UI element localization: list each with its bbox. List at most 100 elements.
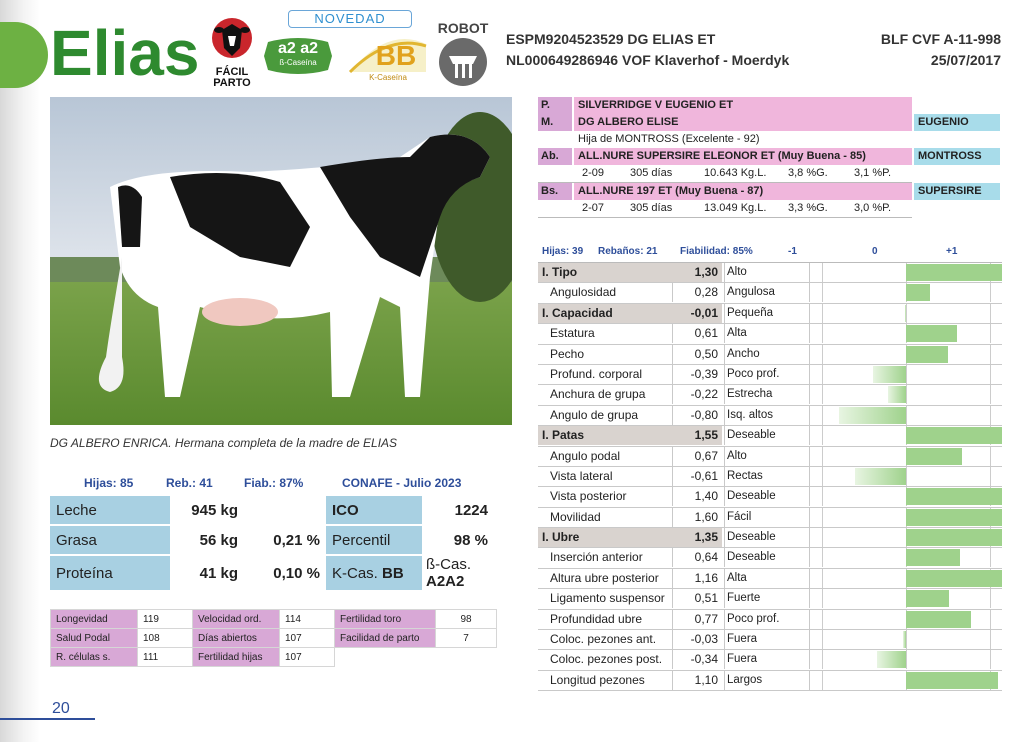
trait-name: Pecho bbox=[550, 346, 585, 361]
column-separator bbox=[724, 609, 725, 629]
rec-milk: 10.643 Kg.L. bbox=[704, 167, 767, 179]
column-separator bbox=[672, 589, 673, 609]
column-separator bbox=[809, 609, 810, 629]
a2a2-text: a2 a2 bbox=[277, 40, 319, 57]
grid-line bbox=[990, 405, 991, 425]
grid-line bbox=[906, 405, 907, 425]
trait-row: Angulo podal 0,67 Alto bbox=[538, 446, 1002, 467]
column-separator bbox=[724, 630, 725, 650]
trait-name: Anchura de grupa bbox=[550, 387, 646, 402]
column-separator bbox=[809, 426, 810, 446]
prod-pct bbox=[244, 496, 326, 526]
column-separator bbox=[672, 405, 673, 425]
registration-line-2: NL000649286946 VOF Klaverhof - Moerdyk bbox=[506, 52, 790, 68]
grid-line bbox=[990, 548, 991, 568]
bb-k-caseina-logo: BB K-Caseína bbox=[346, 32, 430, 84]
trait-name: Coloc. pezones ant. bbox=[550, 632, 657, 647]
parto-label: PARTO bbox=[213, 77, 251, 89]
trait-description: Fuera bbox=[727, 653, 758, 666]
column-separator bbox=[809, 650, 810, 670]
k-cas-label: K-Cas. bbox=[332, 564, 378, 582]
extra-label: R. células s. bbox=[50, 647, 138, 667]
column-separator bbox=[724, 650, 725, 670]
column-separator bbox=[724, 528, 725, 548]
trait-bar bbox=[887, 386, 906, 404]
pedigree-dam-row: M. DG ALBERO ELISE EUGENIO bbox=[538, 114, 1002, 131]
trait-bar-cell bbox=[810, 528, 1002, 548]
column-separator bbox=[672, 364, 673, 384]
ped-granddam: ALL.NURE SUPERSIRE ELEONOR ET (Muy Buena… bbox=[574, 148, 912, 165]
conafe-fiab: Fiab.: 87% bbox=[244, 476, 304, 490]
grid-line bbox=[822, 568, 823, 588]
trait-description: Deseable bbox=[727, 531, 776, 544]
trait-name: I. Ubre bbox=[538, 528, 672, 548]
column-separator bbox=[724, 364, 725, 384]
trait-row: Profundidad ubre 0,77 Poco prof. bbox=[538, 609, 1002, 631]
trait-row: I. Capacidad -0,01 Pequeña bbox=[538, 303, 1002, 325]
trait-value: -0,22 bbox=[690, 387, 718, 402]
extra-value: 119 bbox=[137, 609, 193, 629]
trait-value: 1,60 bbox=[694, 509, 718, 524]
facil-parto-logo: FÁCIL PARTO bbox=[206, 14, 258, 89]
grid-line bbox=[822, 446, 823, 466]
trait-bar bbox=[903, 631, 906, 649]
trait-bar-cell bbox=[810, 364, 1002, 384]
trait-name: Ligamento suspensor bbox=[550, 591, 665, 606]
a2a2-badge-shape bbox=[264, 38, 332, 74]
trait-bar bbox=[906, 427, 1002, 445]
ped-label: P. bbox=[538, 97, 572, 114]
trait-bar bbox=[905, 304, 907, 322]
trait-row: Inserción anterior 0,64 Deseable bbox=[538, 548, 1002, 569]
grid-line bbox=[822, 283, 823, 303]
bull-name-title: Elias bbox=[50, 17, 200, 89]
robot-logo: ROBOT bbox=[434, 20, 492, 93]
column-separator bbox=[809, 630, 810, 650]
trait-name: Inserción anterior bbox=[550, 550, 643, 565]
rec-age: 2-07 bbox=[582, 202, 605, 214]
ped-sire: SILVERRIDGE V EUGENIO ET bbox=[574, 97, 912, 114]
trait-name: Angulo podal bbox=[550, 448, 621, 463]
trait-description: Rectas bbox=[727, 469, 763, 482]
trait-description: Fuera bbox=[727, 633, 758, 646]
conafe-source: CONAFE - Julio 2023 bbox=[342, 476, 462, 490]
trait-row: Altura ubre posterior 1,16 Alta bbox=[538, 568, 1002, 590]
trait-row: Ligamento suspensor 0,51 Fuerte bbox=[538, 589, 1002, 610]
trait-value: 0,51 bbox=[694, 591, 718, 606]
trait-bar-cell bbox=[810, 426, 1002, 446]
column-separator bbox=[672, 548, 673, 568]
trait-description: Poco prof. bbox=[727, 612, 780, 625]
column-separator bbox=[809, 263, 810, 282]
trait-description: Largos bbox=[727, 673, 763, 686]
trait-name: Vista lateral bbox=[550, 468, 613, 483]
trait-bar bbox=[906, 508, 1002, 526]
pedigree-block: P. SILVERRIDGE V EUGENIO ET M. DG ALBERO… bbox=[538, 97, 1002, 218]
production-row-grasa: Grasa 56 kg 0,21 % Percentil 98 % bbox=[50, 525, 514, 556]
ped-ggdam: ALL.NURE 197 ET (Muy Buena - 87) bbox=[574, 183, 912, 200]
trait-value: -0,80 bbox=[690, 407, 718, 422]
beta-caseina-text: ß-Caseína bbox=[279, 58, 317, 67]
trait-description: Pequeña bbox=[727, 306, 774, 319]
column-separator bbox=[672, 507, 673, 527]
grid-line bbox=[906, 650, 907, 670]
cow-photo bbox=[50, 97, 512, 425]
trait-name: Coloc. pezones post. bbox=[550, 652, 663, 667]
column-separator bbox=[724, 446, 725, 466]
trait-bar bbox=[906, 325, 958, 343]
robot-milking-icon bbox=[439, 38, 487, 86]
trait-row: Vista lateral -0,61 Rectas bbox=[538, 466, 1002, 488]
pedigree-granddam-row: Ab. ALL.NURE SUPERSIRE ELEONOR ET (Muy B… bbox=[538, 148, 1002, 165]
column-separator bbox=[809, 324, 810, 344]
trait-name: Angulosidad bbox=[550, 285, 617, 300]
trait-value: -0,03 bbox=[690, 632, 718, 647]
trait-bar-cell bbox=[810, 487, 1002, 507]
column-separator bbox=[809, 344, 810, 364]
grid-line bbox=[990, 303, 991, 323]
trait-bar bbox=[906, 345, 948, 363]
trait-name: Movilidad bbox=[550, 509, 601, 524]
trait-name: I. Patas bbox=[538, 426, 672, 446]
rec-days: 305 días bbox=[630, 167, 673, 179]
trait-name: Altura ubre posterior bbox=[550, 570, 659, 585]
ped-label: Ab. bbox=[538, 148, 572, 165]
extra-value: 7 bbox=[435, 628, 497, 648]
prod-value: 945 kg bbox=[170, 496, 244, 526]
